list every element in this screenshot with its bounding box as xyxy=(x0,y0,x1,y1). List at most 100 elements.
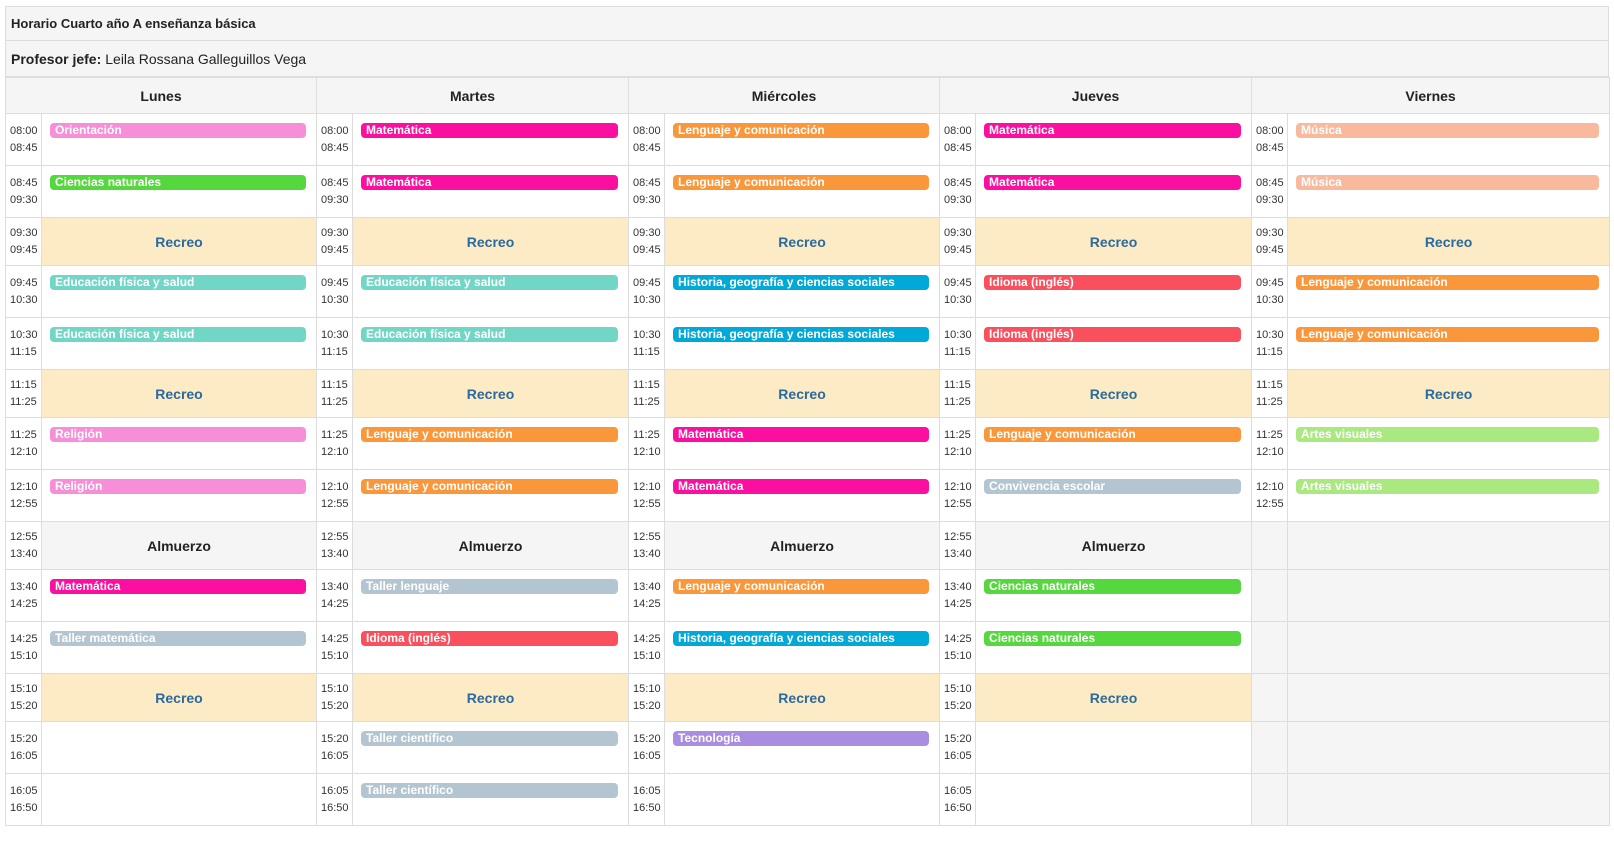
time-cell: 10:30 11:15 xyxy=(316,317,354,370)
time-cell: 15:20 16:05 xyxy=(939,721,977,774)
time-end: 11:15 xyxy=(633,345,660,358)
subject-label[interactable]: Matemática xyxy=(673,427,930,442)
subject-label[interactable]: Matemática xyxy=(673,479,930,494)
subject-label[interactable]: Educación física y salud xyxy=(50,327,307,342)
time-start: 13:40 xyxy=(944,580,972,593)
slot-tuesday: Educación física y salud xyxy=(352,317,630,370)
subject-label[interactable]: Idioma (inglés) xyxy=(984,327,1242,342)
subject-label[interactable]: Matemática xyxy=(361,175,619,190)
time-start: 11:15 xyxy=(10,378,37,391)
time-start: 11:25 xyxy=(944,428,971,441)
slot-wednesday: Historia, geografía y ciencias sociales xyxy=(664,621,941,674)
subject-label[interactable]: Ciencias naturales xyxy=(50,175,307,190)
head-teacher: Profesor jefe: Leila Rossana Galleguillo… xyxy=(5,41,1609,77)
subject-label[interactable]: Música xyxy=(1296,175,1600,190)
subject-label[interactable]: Educación física y salud xyxy=(361,327,619,342)
time-cell: 09:45 10:30 xyxy=(939,265,977,318)
time-cell: 12:55 13:40 xyxy=(628,521,666,570)
subject-label[interactable]: Matemática xyxy=(50,579,307,594)
subject-label[interactable]: Convivencia escolar xyxy=(984,479,1242,494)
slot-wednesday: Lenguaje y comunicación xyxy=(664,165,941,218)
subject-label[interactable]: Religión xyxy=(50,427,307,442)
time-end: 09:30 xyxy=(633,193,661,206)
recess-label: Recreo xyxy=(352,673,630,722)
subject-label[interactable]: Historia, geografía y ciencias sociales xyxy=(673,275,930,290)
slot-friday: Artes visuales xyxy=(1287,469,1611,522)
time-start: 09:45 xyxy=(321,276,349,289)
time-cell: 11:15 11:25 xyxy=(316,369,354,418)
subject-label[interactable]: Lenguaje y comunicación xyxy=(361,427,619,442)
schedule-row: 11:25 12:10 Religión 11:25 12:10 Lenguaje y c… xyxy=(5,417,1611,470)
subject-label[interactable]: Educación física y salud xyxy=(50,275,307,290)
subject-label[interactable]: Lenguaje y comunicación xyxy=(673,579,930,594)
time-end: 10:30 xyxy=(1256,293,1284,306)
time-start: 08:45 xyxy=(944,176,972,189)
time-end: 10:30 xyxy=(633,293,661,306)
subject-label[interactable]: Lenguaje y comunicación xyxy=(984,427,1242,442)
subject-label[interactable]: Tecnología xyxy=(673,731,930,746)
subject-label[interactable]: Artes visuales xyxy=(1296,479,1600,494)
time-end: 09:45 xyxy=(10,243,38,256)
time-start: 11:15 xyxy=(633,378,660,391)
recess-label: Recreo xyxy=(40,673,318,722)
time-cell: 13:40 14:25 xyxy=(628,569,666,622)
time-cell: 09:45 10:30 xyxy=(628,265,666,318)
schedule-table: Lunes Martes Miércoles Jueves Viernes 08… xyxy=(4,77,1611,826)
time-cell: 09:45 10:30 xyxy=(1251,265,1289,318)
schedule-row: 09:30 09:45 Recreo 09:30 09:45 Recreo 09:30 09:… xyxy=(5,217,1611,266)
subject-label[interactable]: Matemática xyxy=(984,123,1242,138)
subject-label[interactable]: Lenguaje y comunicación xyxy=(361,479,619,494)
subject-label[interactable]: Taller científico xyxy=(361,731,619,746)
subject-label[interactable]: Lenguaje y comunicación xyxy=(673,175,930,190)
time-start: 12:10 xyxy=(944,480,972,493)
slot-friday: Artes visuales xyxy=(1287,417,1611,470)
time-start: 12:10 xyxy=(10,480,38,493)
subject-label[interactable]: Taller matemática xyxy=(50,631,307,646)
subject-label[interactable]: Historia, geografía y ciencias sociales xyxy=(673,631,930,646)
time-start: 16:05 xyxy=(633,784,661,797)
time-start: 10:30 xyxy=(633,328,661,341)
empty-cell xyxy=(1287,521,1611,570)
subject-label[interactable]: Lenguaje y comunicación xyxy=(673,123,930,138)
subject-label[interactable]: Religión xyxy=(50,479,307,494)
time-start: 15:10 xyxy=(10,682,38,695)
subject-label[interactable]: Matemática xyxy=(361,123,619,138)
subject-label[interactable]: Taller lenguaje xyxy=(361,579,619,594)
time-end: 15:10 xyxy=(10,649,38,662)
subject-label[interactable]: Taller científico xyxy=(361,783,619,798)
recess-label: Recreo xyxy=(352,217,630,266)
empty-cell xyxy=(1251,673,1289,722)
subject-label[interactable]: Idioma (inglés) xyxy=(984,275,1242,290)
time-end: 15:10 xyxy=(944,649,972,662)
time-end: 11:25 xyxy=(321,395,348,408)
time-cell: 08:45 09:30 xyxy=(316,165,354,218)
time-start: 14:25 xyxy=(944,632,972,645)
time-start: 10:30 xyxy=(944,328,972,341)
subject-label[interactable]: Lenguaje y comunicación xyxy=(1296,275,1600,290)
subject-label[interactable]: Ciencias naturales xyxy=(984,579,1242,594)
time-cell: 12:10 12:55 xyxy=(939,469,977,522)
subject-label[interactable]: Música xyxy=(1296,123,1600,138)
schedule-row: 08:00 08:45 Orientación 08:00 08:45 Matemátic… xyxy=(5,113,1611,166)
subject-label[interactable]: Educación física y salud xyxy=(361,275,619,290)
subject-label[interactable]: Idioma (inglés) xyxy=(361,631,619,646)
time-cell: 09:30 09:45 xyxy=(628,217,666,266)
subject-label[interactable]: Artes visuales xyxy=(1296,427,1600,442)
subject-label[interactable]: Lenguaje y comunicación xyxy=(1296,327,1600,342)
time-end: 09:45 xyxy=(1256,243,1284,256)
time-start: 11:15 xyxy=(944,378,971,391)
subject-label[interactable]: Historia, geografía y ciencias sociales xyxy=(673,327,930,342)
subject-label[interactable]: Orientación xyxy=(50,123,307,138)
time-end: 12:55 xyxy=(1256,497,1284,510)
slot-friday: Música xyxy=(1287,165,1611,218)
time-cell: 09:45 10:30 xyxy=(5,265,42,318)
slot-wednesday: Lenguaje y comunicación xyxy=(664,569,941,622)
time-start: 09:30 xyxy=(1256,226,1284,239)
subject-label[interactable]: Ciencias naturales xyxy=(984,631,1242,646)
slot-monday xyxy=(40,773,318,826)
subject-label[interactable]: Matemática xyxy=(984,175,1242,190)
teacher-label: Profesor jefe: xyxy=(11,50,102,67)
time-start: 11:25 xyxy=(1256,428,1283,441)
empty-cell xyxy=(1251,721,1289,774)
time-end: 11:15 xyxy=(1256,345,1283,358)
